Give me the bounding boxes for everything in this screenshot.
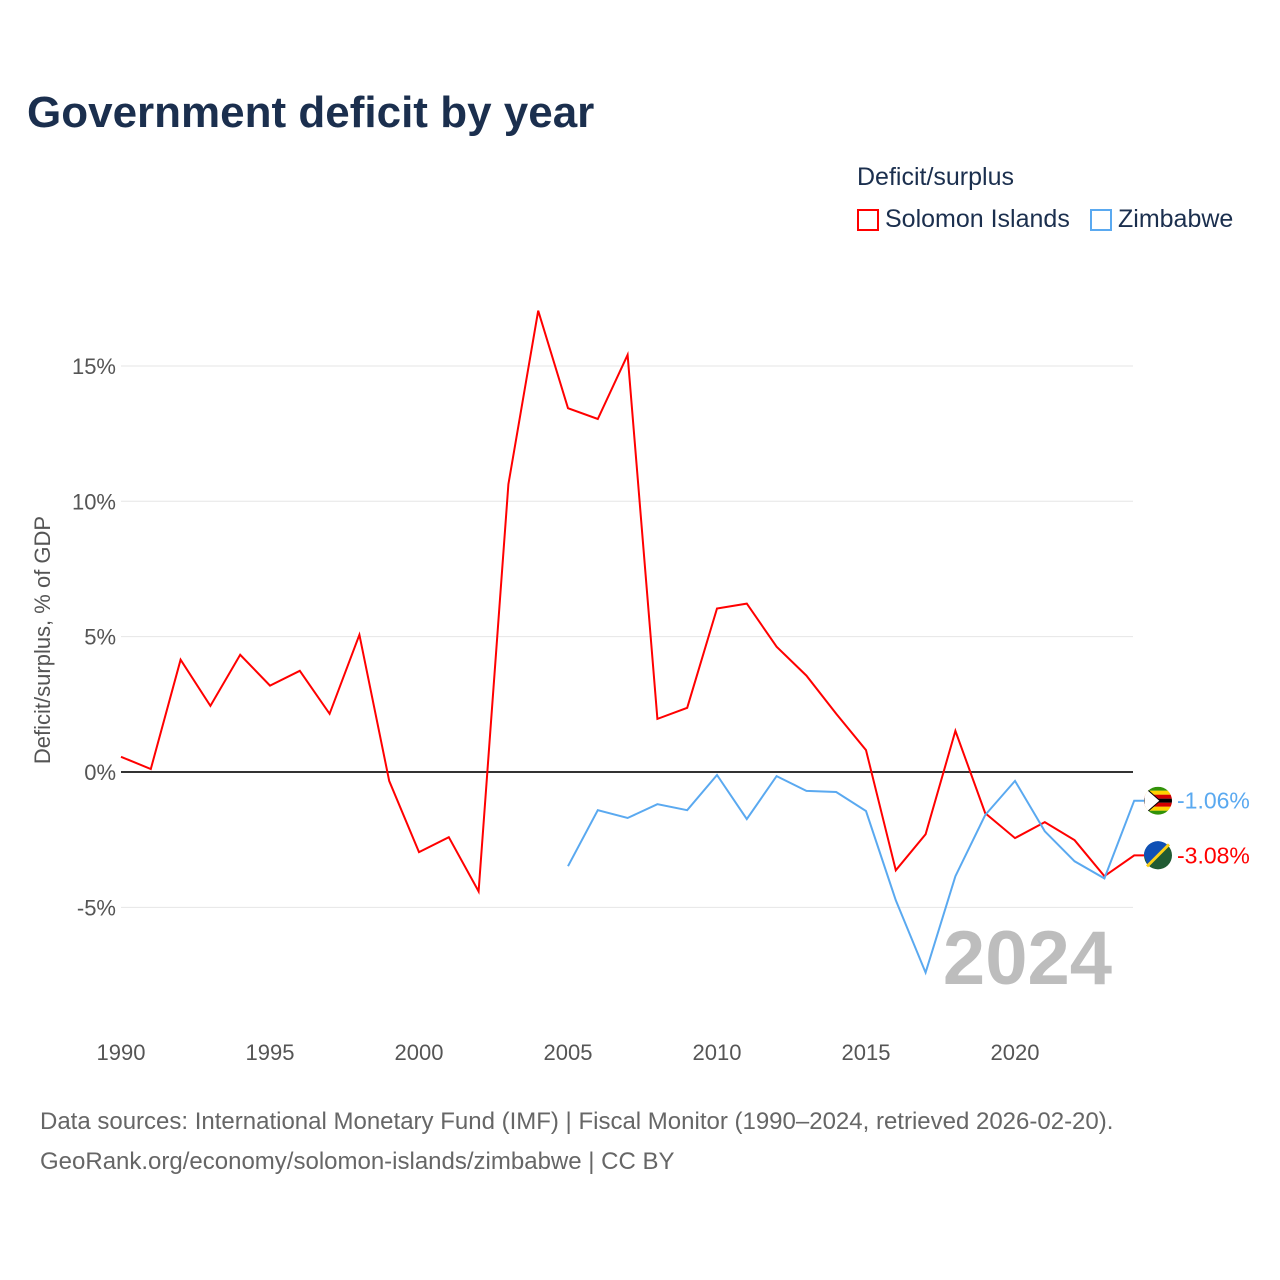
legend-swatch — [1090, 208, 1112, 231]
source-line-1: Data sources: International Monetary Fun… — [40, 1108, 1114, 1135]
legend-item-zimbabwe[interactable]: Zimbabwe — [1090, 205, 1233, 234]
legend-label: Solomon Islands — [885, 205, 1070, 233]
y-tick-label: 15% — [72, 354, 116, 379]
legend-swatch — [857, 208, 879, 231]
x-tick-label: 2010 — [693, 1040, 742, 1065]
year-watermark: 2024 — [943, 916, 1112, 1001]
x-tick-label: 2020 — [991, 1040, 1040, 1065]
legend-title: Deficit/surplus — [857, 163, 1014, 191]
x-tick-label: 2000 — [395, 1040, 444, 1065]
y-tick-label: -5% — [77, 895, 116, 920]
y-tick-label: 0% — [84, 760, 116, 785]
y-axis-label: Deficit/surplus, % of GDP — [30, 516, 55, 764]
flag-part — [1143, 841, 1168, 866]
legend-label: Zimbabwe — [1118, 205, 1234, 233]
end-value-label: -1.06% — [1177, 788, 1250, 814]
y-tick-label: 10% — [72, 489, 116, 514]
y-tick-label: 5% — [84, 625, 116, 650]
series-line-solomon-islands — [120, 310, 1146, 895]
source-line-2: GeoRank.org/economy/solomon-islands/zimb… — [40, 1148, 675, 1175]
x-tick-label: 1990 — [97, 1040, 146, 1065]
chart-title: Government deficit by year — [27, 88, 595, 137]
end-value-label: -3.08% — [1177, 842, 1250, 868]
x-tick-label: 2005 — [544, 1040, 593, 1065]
flag-part — [1145, 843, 1171, 868]
legend-item-solomon-islands[interactable]: Solomon Islands — [857, 205, 1070, 234]
x-tick-label: 2015 — [842, 1040, 891, 1065]
series-line-zimbabwe — [567, 773, 1146, 976]
x-tick-label: 1995 — [246, 1040, 295, 1065]
zimbabwe-flag-icon — [1144, 786, 1172, 815]
